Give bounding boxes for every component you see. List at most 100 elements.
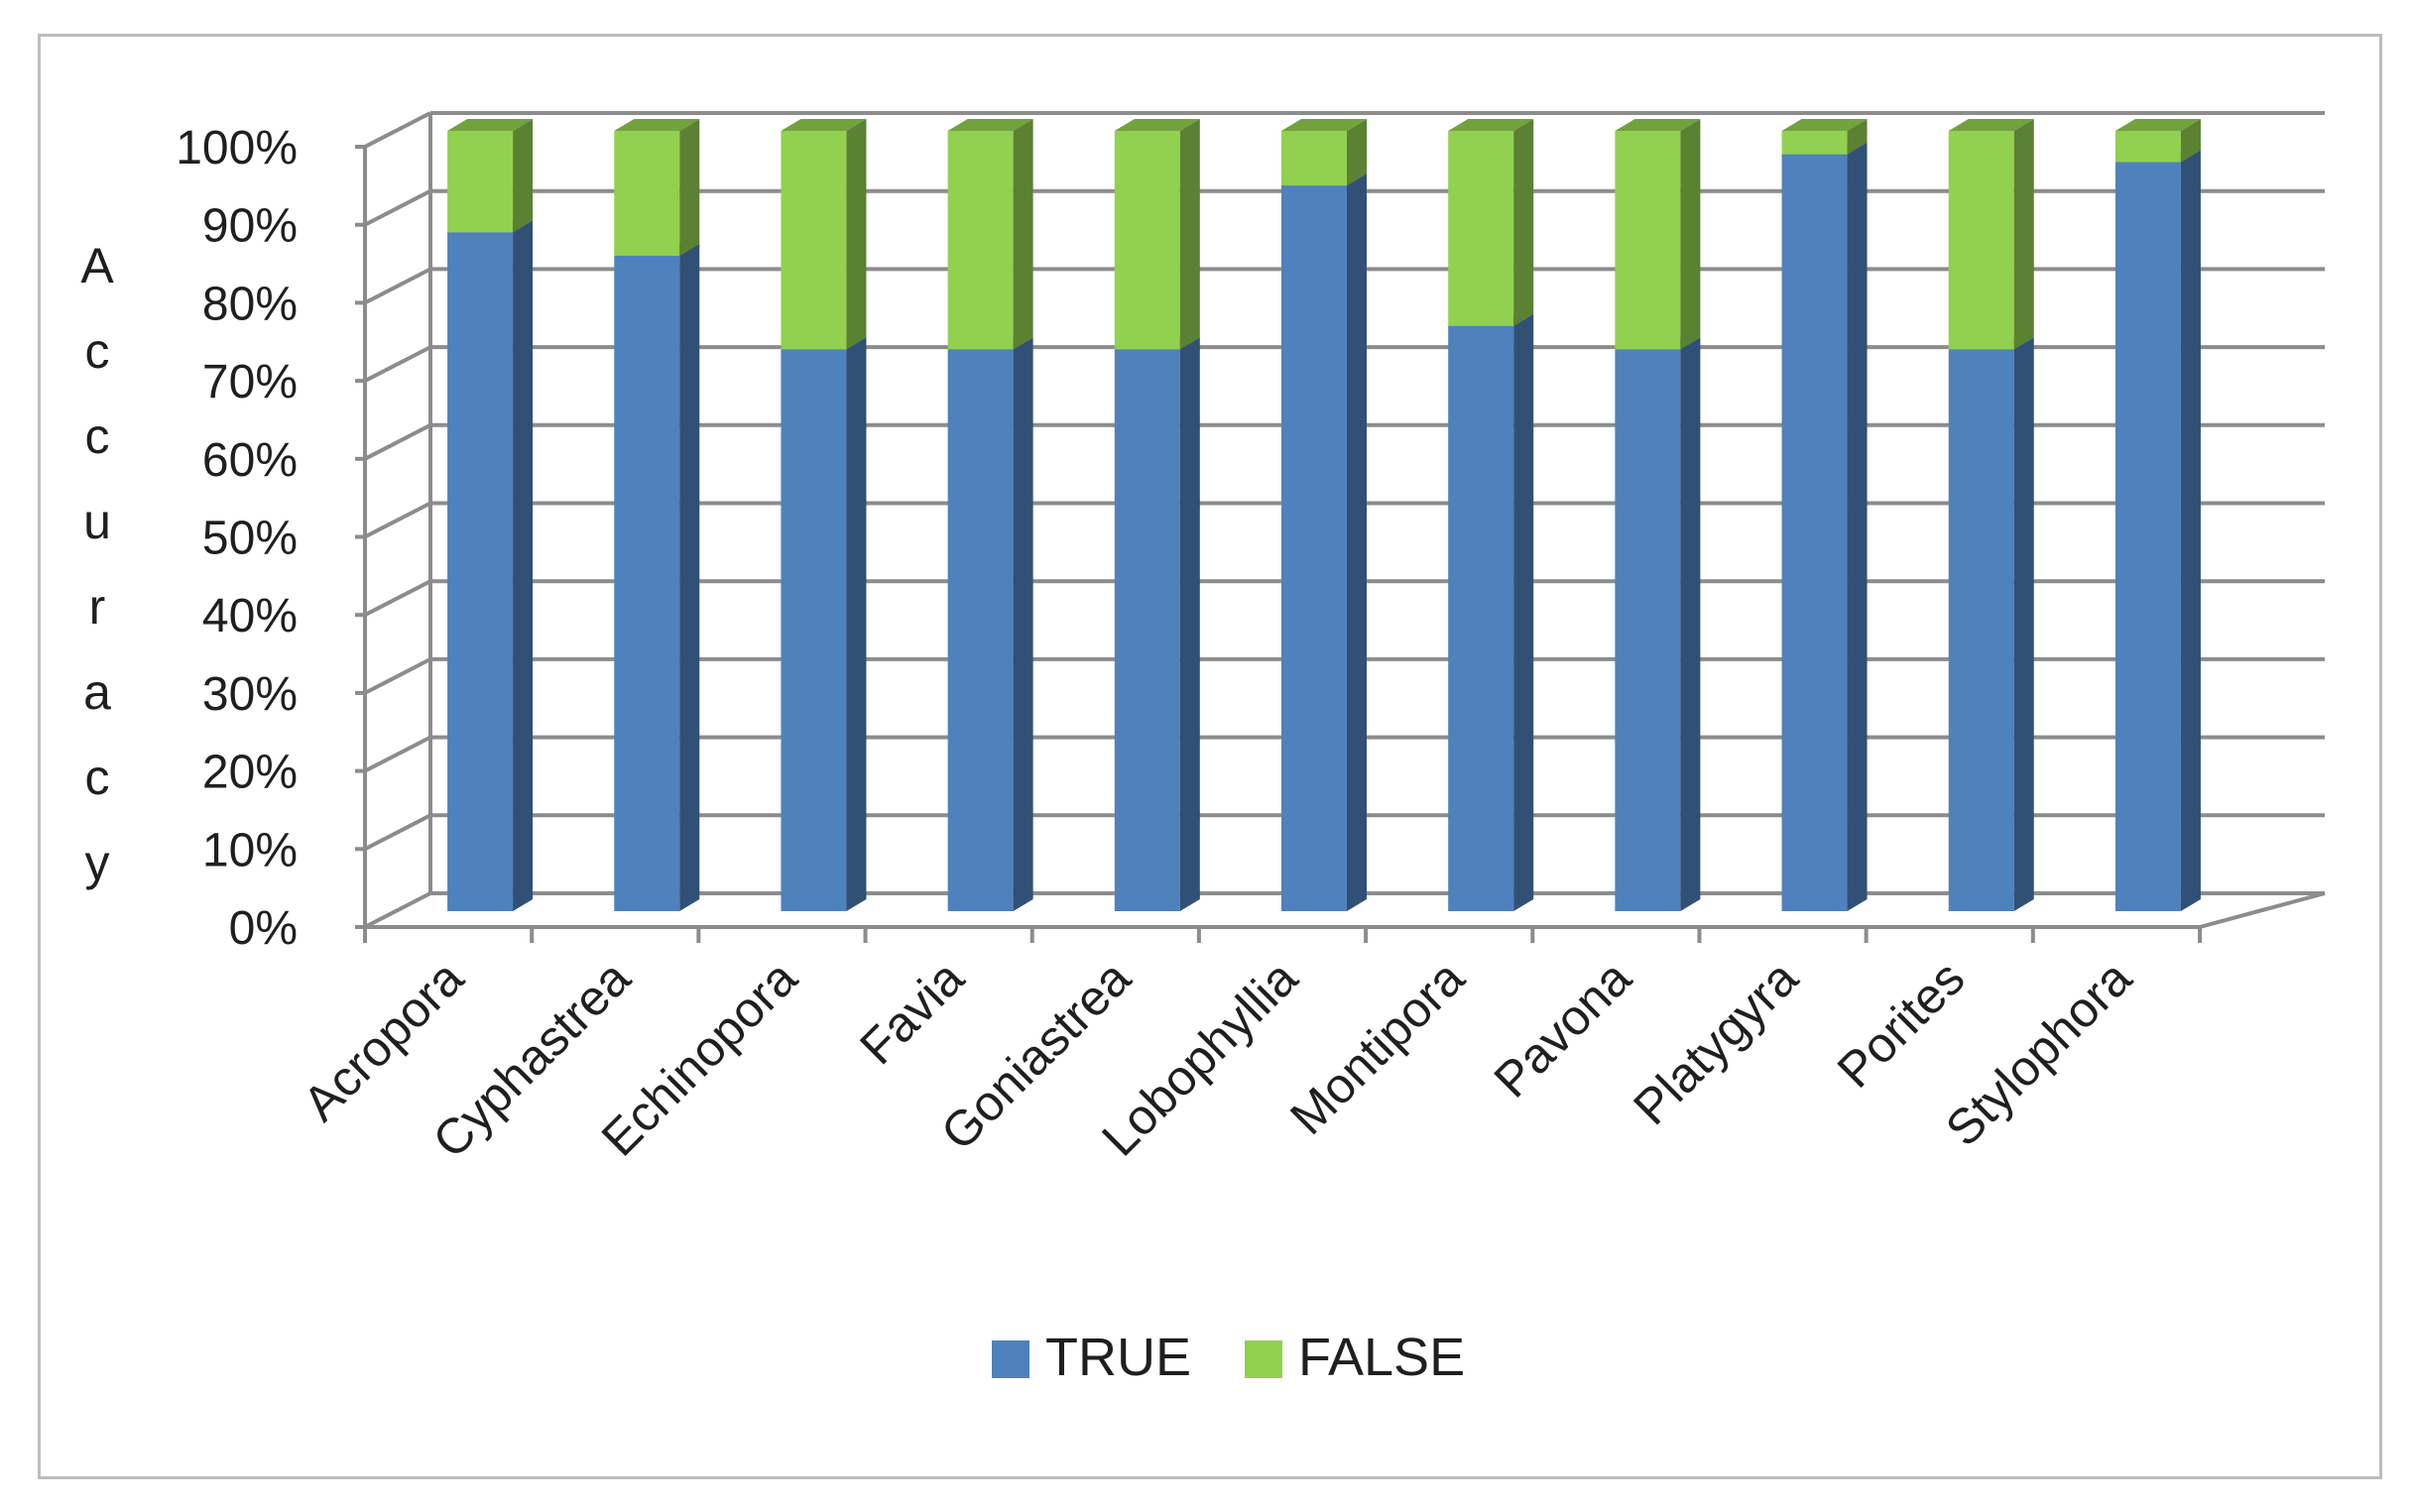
bar-front [1615,131,1681,350]
bar-top [781,119,867,131]
bar-side [1347,119,1367,186]
gridline-side [364,188,431,227]
bar-front [1448,131,1514,326]
bar-top [2114,119,2201,131]
bar-front [1948,349,2014,911]
y-axis-label-letter: a [83,664,111,720]
bar-false-favia [947,119,1033,350]
bar-front [947,349,1014,911]
gridline-side [364,579,431,617]
bar-front [1114,131,1180,350]
y-axis-label-letter: c [85,750,110,805]
bar-side [1013,337,1033,911]
bar-front [781,349,847,911]
y-tick-label: 0% [229,902,298,955]
bar-true-pavona [1615,337,1701,911]
y-tick-label: 10% [202,824,298,876]
bar-true-lobophyllia [1281,174,1367,912]
bar-side [846,337,867,911]
bar-side [513,119,534,233]
y-axis-label-letter: u [83,494,111,549]
y-tick-label: 100% [176,122,298,174]
bar-top [447,119,534,131]
bar-true-montipora [1448,313,1534,911]
bar-true-platygyra [1781,142,1868,912]
bar-false-lobophyllia [1281,119,1367,186]
bar-top [614,119,700,131]
bar-false-platygyra [1781,119,1868,155]
y-tick-label: 40% [202,590,298,642]
bar-front [781,131,847,350]
bar-side [2180,119,2201,163]
bar-top [1615,119,1701,131]
bar-side [679,119,700,256]
bar-front [2114,162,2181,912]
bar-front [1781,154,1848,912]
bar-front [1281,131,1347,186]
bar-side [2013,119,2034,350]
gridline-side [364,267,431,305]
bar-front [947,131,1014,350]
y-axis-label-letter: c [85,323,110,379]
bar-false-stylophora [2114,119,2201,163]
bar-false-echinopora [781,119,867,350]
bar-top [1781,119,1868,131]
legend-label-false: FALSE [1298,1328,1465,1387]
bar-side [1513,313,1534,911]
bar-side [1847,142,1868,912]
bar-side [1347,174,1367,912]
bar-front [447,232,514,911]
y-tick-label: 80% [202,278,298,330]
bar-front [447,131,514,233]
y-axis-label-letter: c [85,408,110,464]
bar-front [614,255,680,911]
bar-false-montipora [1448,119,1534,326]
x-tick-label: Montipora [1279,950,1475,1145]
bar-side [679,243,700,912]
bar-side [1680,337,1701,911]
bar-false-goniastrea [1114,119,1200,350]
y-tick-label: 20% [202,747,298,799]
y-tick-label: 90% [202,200,298,253]
bar-front [1114,349,1180,911]
x-tick-label: Platygyra [1623,950,1808,1135]
x-tick-label: Pavona [1484,950,1642,1108]
y-tick-label: 60% [202,434,298,487]
bar-false-porites [1948,119,2034,350]
bar-true-favia [947,337,1033,911]
bar-top [1948,119,2034,131]
gridline-side [364,813,431,852]
bar-false-cyphastrea [614,119,700,256]
bar-top [1281,119,1367,131]
bar-side [513,220,534,911]
legend-swatch-false [1245,1340,1282,1378]
floor-right-edge [2199,891,2326,929]
gridline-side [364,891,431,929]
bar-front [614,131,680,256]
bar-front [1781,131,1848,155]
bar-false-acropora [447,119,534,233]
bar-side [1680,119,1701,350]
bar-top [1448,119,1534,131]
legend-swatch-true [992,1340,1029,1378]
bar-true-cyphastrea [614,243,700,912]
bar-true-echinopora [781,337,867,911]
bar-front [2114,131,2181,163]
bars-layer [447,119,2201,912]
gridline-side [364,501,431,539]
y-axis-label-letter: r [89,579,106,635]
bar-front [1448,325,1514,911]
bar-true-goniastrea [1114,337,1200,911]
bar-side [1179,119,1200,350]
gridline-side [364,111,431,149]
bar-side [2180,150,2201,912]
bar-top [1114,119,1200,131]
x-tick-label: Favia [849,950,974,1075]
bar-side [1013,119,1033,350]
bar-side [1179,337,1200,911]
y-tick-label: 70% [202,356,298,408]
bar-side [846,119,867,350]
